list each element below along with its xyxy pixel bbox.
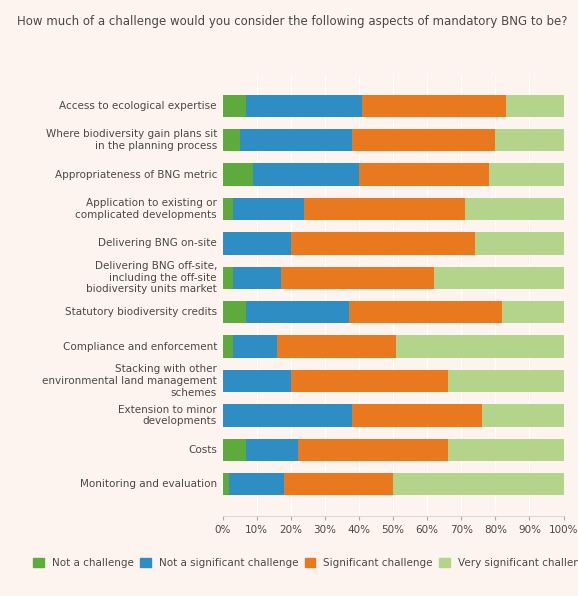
Bar (447, 370, 564, 392)
Bar (280, 266, 434, 289)
Bar (253, 163, 359, 186)
Bar (223, 404, 352, 427)
Bar (298, 439, 447, 461)
Bar (239, 129, 352, 151)
Bar (291, 232, 475, 254)
Bar (397, 336, 564, 358)
Bar (475, 232, 564, 254)
Bar (506, 95, 564, 117)
Bar (223, 439, 246, 461)
Bar (284, 473, 393, 495)
Bar (223, 163, 253, 186)
Bar (488, 163, 564, 186)
Bar (246, 95, 362, 117)
Bar (233, 266, 280, 289)
Bar (223, 198, 233, 220)
Bar (349, 301, 502, 324)
Bar (233, 336, 277, 358)
Bar (223, 301, 246, 324)
Text: How much of a challenge would you consider the following aspects of mandatory BN: How much of a challenge would you consid… (17, 15, 568, 28)
Bar (223, 95, 246, 117)
Bar (223, 129, 239, 151)
Bar (362, 95, 506, 117)
Bar (233, 198, 305, 220)
Bar (434, 266, 564, 289)
Bar (352, 129, 495, 151)
Bar (291, 370, 447, 392)
Bar (223, 232, 291, 254)
Bar (447, 439, 564, 461)
Bar (305, 198, 465, 220)
Bar (352, 404, 481, 427)
Bar (277, 336, 397, 358)
Bar (246, 439, 298, 461)
Bar (393, 473, 564, 495)
Bar (223, 370, 291, 392)
Bar (502, 301, 564, 324)
Legend: Not a challenge, Not a significant challenge, Significant challenge, Very signif: Not a challenge, Not a significant chall… (34, 558, 578, 568)
Bar (246, 301, 349, 324)
Bar (223, 473, 229, 495)
Bar (465, 198, 564, 220)
Bar (223, 336, 233, 358)
Bar (495, 129, 564, 151)
Bar (229, 473, 284, 495)
Bar (223, 266, 233, 289)
Bar (359, 163, 488, 186)
Bar (481, 404, 564, 427)
